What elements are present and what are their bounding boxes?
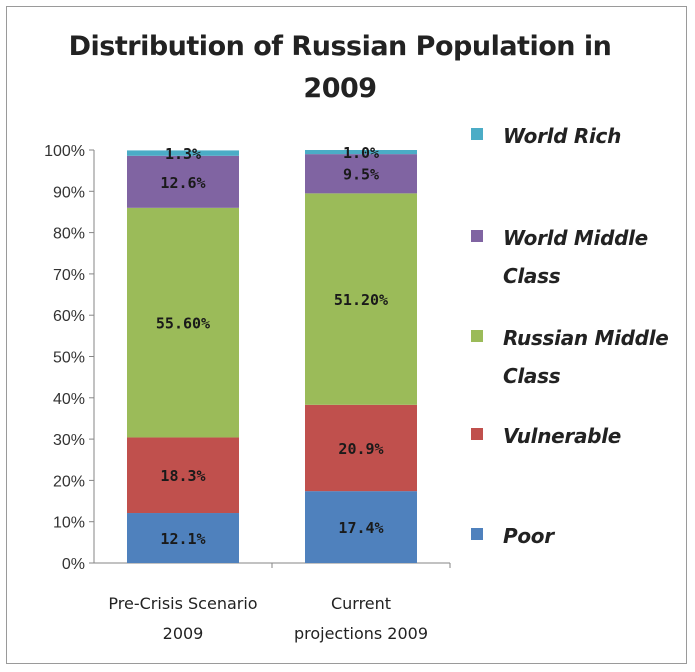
y-tick-label: 90% — [53, 184, 85, 201]
data-label: 12.6% — [160, 174, 205, 192]
bar-segment-vulnerable — [127, 437, 239, 514]
legend-swatch-world-middle-class — [471, 230, 483, 242]
legend-swatch-russian-middle-class — [471, 330, 483, 342]
chart-title-line-1: Distribution of Russian Population in — [68, 31, 612, 62]
bar-segment-world-middle-class — [305, 154, 417, 194]
data-label: 1.0% — [343, 144, 379, 162]
bar-segment-poor — [127, 513, 239, 563]
chart-title-line-2: 2009 — [303, 73, 377, 104]
legend-swatch-world-rich — [471, 128, 483, 140]
x-tick-label: Current — [331, 594, 391, 613]
bar-segment-russian-middle-class — [127, 207, 239, 438]
legend-label: World Middle — [503, 226, 648, 250]
y-tick-label: 20% — [53, 473, 85, 490]
y-tick-label: 0% — [62, 556, 85, 573]
bar-segment-world-middle-class — [127, 155, 239, 208]
y-tick-label: 100% — [44, 143, 85, 160]
legend-swatch-vulnerable — [471, 428, 483, 440]
y-tick-label: 10% — [53, 515, 85, 532]
legend-label: Class — [503, 264, 561, 288]
x-tick-label: 2009 — [163, 624, 204, 643]
data-label: 12.1% — [160, 530, 205, 548]
x-tick-label: Pre-Crisis Scenario — [108, 594, 257, 613]
legend-label: Class — [503, 364, 561, 388]
data-label: 55.60% — [156, 315, 210, 333]
legend-swatch-poor — [471, 528, 483, 540]
legend-label: Poor — [503, 524, 555, 548]
y-tick-label: 60% — [53, 308, 85, 325]
data-label: 17.4% — [338, 519, 383, 537]
data-label: 18.3% — [160, 467, 205, 485]
data-label: 9.5% — [343, 166, 379, 184]
bar-segment-world-rich — [305, 150, 417, 155]
data-label: 1.3% — [165, 145, 201, 163]
legend-label: World Rich — [503, 124, 621, 148]
y-tick-label: 40% — [53, 391, 85, 408]
data-label: 20.9% — [338, 440, 383, 458]
bar-segment-vulnerable — [305, 404, 417, 492]
legend-label: Russian Middle — [503, 326, 669, 350]
x-tick-label: projections 2009 — [294, 624, 428, 643]
chart-title: Distribution of Russian Population in 20… — [40, 26, 640, 110]
y-tick-label: 80% — [53, 226, 85, 243]
y-tick-label: 50% — [53, 350, 85, 367]
data-label: 51.20% — [334, 291, 388, 309]
y-tick-label: 30% — [53, 432, 85, 449]
legend-label: Vulnerable — [503, 424, 621, 448]
y-tick-label: 70% — [53, 267, 85, 284]
bar-segment-world-rich — [127, 150, 239, 156]
bar-segment-russian-middle-class — [305, 193, 417, 405]
bar-segment-poor — [305, 491, 417, 563]
